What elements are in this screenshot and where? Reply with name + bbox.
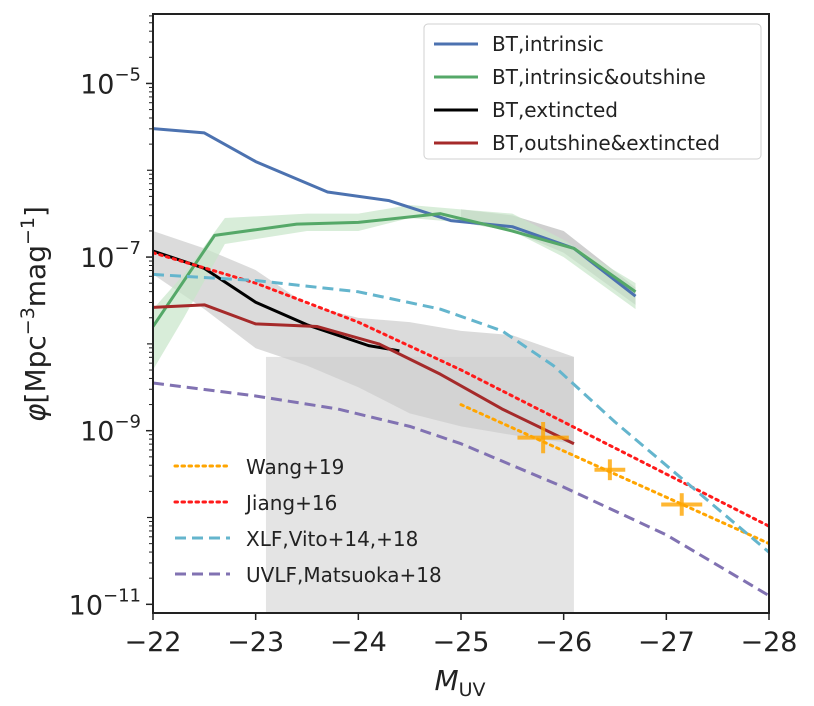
legend-label: BT,outshine&extincted: [492, 131, 720, 155]
y-axis-units-c: ]: [19, 206, 52, 217]
series-line-bt-outshine-extincted: [153, 303, 575, 446]
y-axis-units-b: mag: [19, 245, 52, 307]
x-tick-label: −24: [330, 627, 387, 658]
series-line-bt-intrinsic-outshine: [153, 212, 637, 328]
x-tick-label: −26: [535, 627, 592, 658]
legend-item-wang-19: Wang+19: [173, 455, 344, 479]
y-tick-label: 10−11: [69, 585, 141, 621]
x-tick-label: −25: [433, 627, 490, 658]
legend-label: BT,extincted: [492, 98, 618, 122]
legend-label: XLF,Vito+14,+18: [246, 527, 418, 551]
x-axis-title: MUV: [434, 664, 485, 701]
series-line-jiang-16: [153, 251, 769, 528]
x-tick-label: −28: [741, 627, 798, 658]
legend-label: BT,intrinsic: [492, 32, 604, 56]
series-line-uvlf-matsuoka-18: [153, 381, 769, 597]
legend-item-xlf-vito-14-18: XLF,Vito+14,+18: [175, 527, 418, 551]
data-point-wang-19: [661, 493, 703, 516]
data-point-wang-19: [517, 422, 569, 454]
x-tick-label: −22: [125, 627, 182, 658]
y-axis-sup-b: −1: [17, 217, 39, 245]
y-tick-label: 10−5: [80, 64, 141, 100]
legend-label: UVLF,Matsuoka+18: [246, 563, 442, 587]
data-point-wang-19: [594, 459, 626, 481]
y-axis-title: φ[Mpc−3mag−1]: [17, 206, 52, 422]
y-axis-phi: φ: [19, 403, 52, 422]
y-axis-sup-a: −3: [17, 307, 39, 335]
series-line-xlf-vito-14-18: [153, 272, 769, 554]
x-tick-label: −27: [638, 627, 695, 658]
y-axis-units-a: [Mpc: [19, 335, 52, 403]
y-tick-label: 10−9: [80, 412, 141, 448]
legend-upper-frame: [423, 23, 762, 160]
legend-label: Jiang+16: [244, 491, 337, 515]
x-axis-sub: UV: [459, 679, 486, 701]
x-axis-main: M: [434, 664, 458, 697]
legend-upper: BT,intrinsic BT,intrinsic&outshine BT,exti…: [423, 23, 762, 160]
legend-item-jiang-16: Jiang+16: [173, 491, 337, 515]
series-line-wang-19: [459, 403, 769, 546]
legend-item-uvlf-matsuoka-18: UVLF,Matsuoka+18: [175, 563, 442, 587]
legend-lower: Wang+19 Jiang+16 XLF,Vito+14,+18 UVLF,Matsu…: [173, 455, 442, 587]
legend-label: Wang+19: [246, 455, 344, 479]
legend-item-bt-outshine-extincted: BT,outshine&extincted: [434, 131, 720, 155]
legend-item-bt-intrinsic: BT,intrinsic: [434, 32, 604, 56]
legend-label: BT,intrinsic&outshine: [492, 65, 706, 89]
x-tick-label: −23: [227, 627, 284, 658]
legend-item-bt-intrinsic-outshine: BT,intrinsic&outshine: [434, 65, 706, 89]
y-tick-label: 10−7: [80, 238, 141, 274]
legend-item-bt-extincted: BT,extincted: [434, 98, 618, 122]
